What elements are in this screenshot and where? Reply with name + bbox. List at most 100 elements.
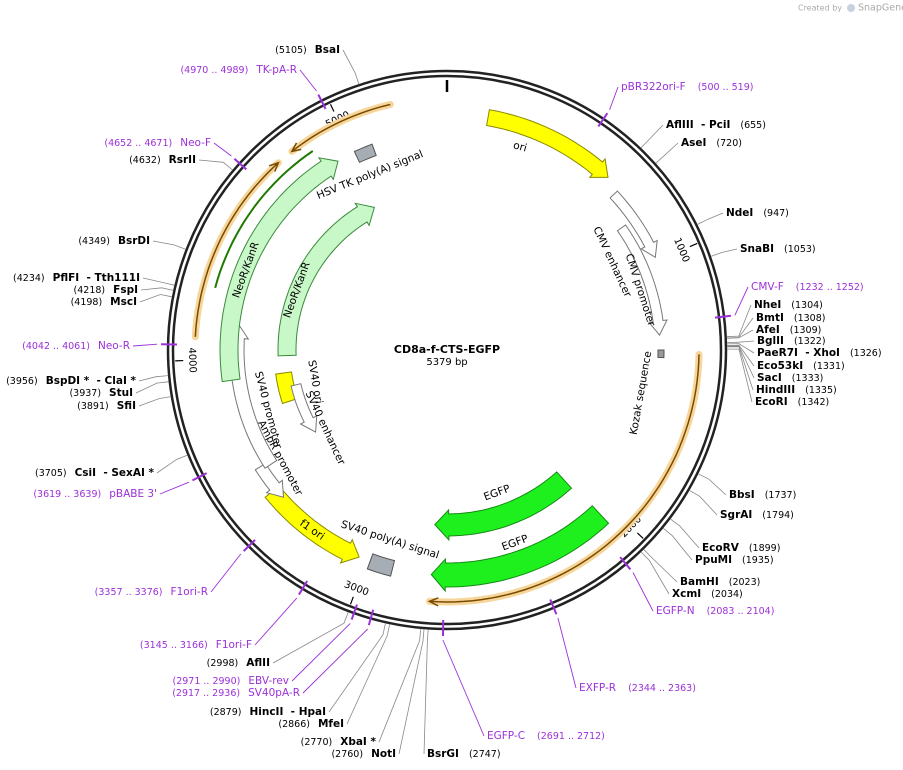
orf-head	[290, 142, 302, 153]
scale-label: 3000	[343, 579, 371, 598]
primer-mark	[350, 604, 358, 620]
enzyme-position: (2866)	[278, 719, 310, 730]
feature	[657, 349, 665, 359]
enzyme-leader	[156, 454, 188, 474]
enzyme-position: (1322)	[794, 336, 826, 347]
enzyme-position: (1309)	[790, 325, 822, 336]
primer-leader	[734, 286, 749, 316]
primer-range: (3357 .. 3376)	[95, 587, 163, 598]
primer-mark	[233, 157, 247, 171]
map-size: 5379 bp	[426, 357, 467, 368]
enzyme-name: SfiI	[117, 400, 136, 412]
enzyme-name: BmtI	[756, 312, 784, 324]
scale-tick	[349, 596, 354, 605]
enzyme-leader	[726, 317, 754, 339]
enzyme-label: (4234) PflFI - Tth111I	[13, 272, 140, 284]
enzyme-label: SnaBI (1053)	[740, 243, 816, 255]
enzyme-position: (1342)	[798, 397, 830, 408]
enzyme-position: (2747)	[469, 749, 501, 760]
enzyme-leader	[142, 277, 175, 286]
enzyme-leader	[726, 345, 755, 379]
primer-name: CMV-F	[751, 281, 784, 293]
enzyme-position: (720)	[716, 138, 742, 149]
enzyme-leader	[140, 287, 174, 291]
enzyme-label: (2770) XbaI *	[301, 736, 377, 748]
primer-mark	[317, 94, 327, 110]
enzyme-position: (1794)	[762, 510, 794, 521]
enzyme-name: SacI	[757, 372, 782, 384]
enzyme-label: (2879) HincII - HpaI	[210, 706, 326, 718]
enzyme-position: (4349)	[78, 236, 110, 247]
enzyme-leader	[328, 623, 386, 713]
primer-range: (500 .. 519)	[698, 82, 754, 93]
enzyme-leader	[689, 489, 718, 516]
orf-line	[291, 103, 391, 152]
primer-leader	[254, 597, 298, 646]
enzyme-leader	[726, 343, 755, 354]
primer-mark	[619, 556, 632, 571]
feature-label: EGFP	[482, 483, 512, 504]
primer-range: (4970 .. 4989)	[180, 65, 248, 76]
enzyme-name: NheI	[754, 299, 781, 311]
orf-line	[194, 162, 279, 337]
enzyme-label: (2760) NotI	[331, 748, 396, 760]
enzyme-position: (1308)	[794, 313, 826, 324]
feature	[254, 462, 285, 498]
feature	[486, 109, 609, 178]
enzyme-position: (1331)	[813, 361, 845, 372]
primer-leader	[557, 617, 577, 689]
primer-mark	[549, 599, 558, 615]
enzyme-label: PaeR7I - XhoI (1326)	[757, 347, 882, 359]
enzyme-label: (3956) BspDI * - ClaI *	[6, 375, 136, 387]
primer-leader	[442, 639, 485, 737]
orf-line	[429, 354, 700, 603]
primer-leader	[302, 628, 369, 694]
scale-label: 4000	[186, 347, 198, 373]
primer-name: TK-pA-R	[255, 64, 297, 76]
feature	[277, 202, 376, 357]
credit-prefix: Created by	[798, 4, 842, 13]
neo-line	[214, 150, 314, 289]
enzyme-leader	[378, 628, 422, 743]
enzyme-leader	[670, 518, 700, 549]
primer-label: (4652 .. 4671) Neo-F	[104, 137, 211, 149]
primer-range: (1232 .. 1252)	[796, 282, 864, 293]
enzyme-leader	[662, 527, 693, 561]
feature	[616, 224, 668, 337]
feature	[353, 143, 377, 164]
primer-leader	[132, 343, 158, 347]
primer-name: pBABE 3'	[109, 488, 157, 500]
enzyme-label: EcoRI (1342)	[755, 396, 829, 408]
enzyme-position: (1737)	[765, 490, 797, 501]
enzyme-leader	[640, 124, 664, 149]
enzyme-leader	[726, 344, 755, 367]
enzyme-position: (4234)	[13, 273, 45, 284]
enzyme-leader	[138, 396, 171, 407]
enzyme-label: (4198) MscI	[71, 296, 137, 308]
primer-leader	[291, 623, 351, 682]
enzyme-position: (1053)	[784, 244, 816, 255]
primer-label: (4042 .. 4061) Neo-R	[22, 340, 130, 352]
enzyme-leader	[139, 294, 173, 303]
enzyme-leader	[726, 304, 752, 338]
enzyme-leader	[398, 629, 425, 755]
primer-label: (3145 .. 3166) F1ori-F	[140, 639, 252, 651]
enzyme-leader	[135, 381, 169, 394]
enzyme-label: SacI (1333)	[757, 372, 823, 384]
backbone-outer	[171, 74, 723, 626]
enzyme-name: PpuMI	[695, 554, 732, 566]
primer-range: (2971 .. 2990)	[173, 676, 241, 687]
scale-tick	[329, 103, 335, 112]
enzyme-leader	[272, 611, 349, 664]
feature	[430, 505, 610, 593]
enzyme-leader	[697, 212, 724, 225]
feature	[434, 471, 573, 542]
enzyme-label: (4218) FspI	[74, 284, 138, 296]
primer-mark	[367, 609, 375, 626]
enzyme-name: BamHI	[680, 576, 719, 588]
primer-name: SV40pA-R	[248, 687, 300, 699]
scale-tick	[689, 242, 698, 248]
enzyme-name: NdeI	[726, 207, 753, 219]
map-name: CD8a-f-CTS-EGFP	[394, 343, 500, 356]
enzyme-position: (4198)	[71, 297, 103, 308]
